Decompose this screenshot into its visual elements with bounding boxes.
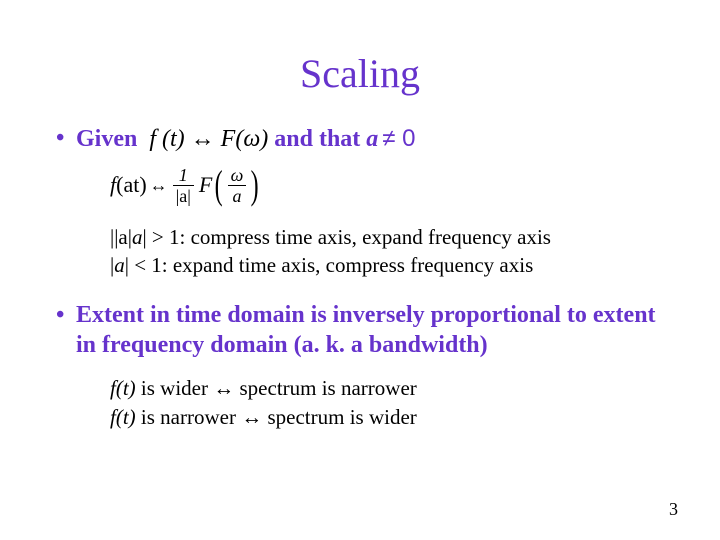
- sub1-line1: ||a|a| > 1: compress time axis, expand f…: [110, 223, 670, 251]
- rparen: ): [251, 165, 259, 205]
- sub-explanation-1: ||a|a| > 1: compress time axis, expand f…: [110, 223, 670, 280]
- not-equal: ≠ 0: [382, 125, 415, 153]
- scaling-formula: f (at) ↔ 1 |a| F ( ω a ): [110, 165, 670, 205]
- frac1-den: |a|: [173, 186, 194, 205]
- f-arg: (at): [116, 172, 147, 198]
- sub1-line1-text: > 1: compress time axis, expand frequenc…: [147, 225, 551, 249]
- page-number: 3: [669, 499, 678, 520]
- and-that-label: and that: [274, 126, 360, 153]
- frac2-num: ω: [228, 166, 247, 186]
- transform-pair: f (t) ↔ F(ω): [137, 126, 274, 153]
- sub1-line2-text: < 1: expand time axis, compress frequenc…: [129, 253, 533, 277]
- sub-explanation-2: f(t) is wider ↔ spectrum is narrower f(t…: [110, 374, 670, 433]
- frac2-den: a: [228, 186, 247, 205]
- sub2-line1: f(t) is wider ↔ spectrum is narrower: [110, 374, 670, 403]
- var-a: a: [366, 126, 378, 153]
- sub2-line2: f(t) is narrower ↔ spectrum is wider: [110, 403, 670, 432]
- F-rhs: F: [199, 172, 212, 198]
- lparen: (: [215, 165, 223, 205]
- frac-omega-over-a: ω a: [228, 166, 247, 205]
- sub1-line2: |a| < 1: expand time axis, compress freq…: [110, 251, 670, 279]
- bullet-extent: Extent in time domain is inversely propo…: [50, 300, 670, 360]
- slide-title: Scaling: [50, 50, 670, 97]
- transform-arrow: ↔: [150, 175, 168, 196]
- frac-one-over-a: 1 |a|: [173, 166, 194, 205]
- given-label: Given: [76, 126, 137, 153]
- bullet-given: Given f (t) ↔ F(ω) and that a ≠ 0: [50, 125, 670, 153]
- frac1-num: 1: [173, 166, 194, 186]
